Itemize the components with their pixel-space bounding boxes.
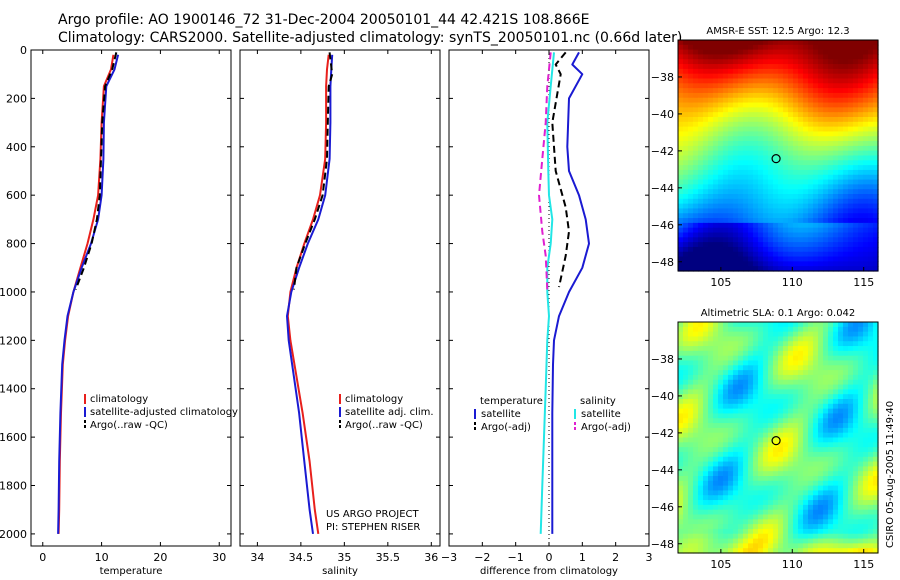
x-tick-label: 10 xyxy=(95,551,109,564)
plot-frame xyxy=(30,49,232,547)
temperature-profile-panel: 0 200 400 600 800 1000 1200 1400 1600 1800 2000 0 10… xyxy=(0,44,238,577)
legend-label: climatology xyxy=(345,394,403,405)
legend-label: Argo(..raw -QC) xyxy=(90,420,168,431)
difference-profile-panel: −3 −2 −1 0 1 2 3 difference from climatology tem… xyxy=(441,49,653,577)
map-frame xyxy=(677,39,879,272)
y-tick-label: 1600 xyxy=(0,431,27,444)
legend-label: Argo(-adj) xyxy=(581,422,631,433)
x-tick-label: 110 xyxy=(782,276,803,289)
salinity-profile-panel: 34 34.5 35 35.5 36 salinity climatology satelli… xyxy=(239,49,441,577)
series-line xyxy=(551,51,590,534)
y-tick-label: −46 xyxy=(651,501,674,514)
project-credit: PI: STEPHEN RISER xyxy=(326,522,420,533)
legend-label: satellite-adjusted climatology xyxy=(90,407,238,418)
map-frame xyxy=(677,321,879,554)
legend-header-temperature: temperature xyxy=(480,396,543,407)
y-tick-label: −48 xyxy=(651,538,674,551)
y-tick-label: 1400 xyxy=(0,383,27,396)
y-tick-label: 2000 xyxy=(0,528,27,541)
legend-label: satellite adj. clim. xyxy=(345,407,434,418)
x-tick-label: 2 xyxy=(612,551,619,564)
figure-title-line-1: Argo profile: AO 1900146_72 31-Dec-2004 … xyxy=(58,12,590,28)
y-tick-label: 400 xyxy=(6,141,27,154)
x-tick-label: 36 xyxy=(424,551,438,564)
y-tick-label: −42 xyxy=(651,427,674,440)
x-axis-label: temperature xyxy=(100,566,163,577)
figure-title-line-2: Climatology: CARS2000. Satellite-adjuste… xyxy=(58,30,683,46)
series-line xyxy=(292,52,334,290)
project-credit: US ARGO PROJECT xyxy=(326,509,420,520)
x-tick-label: −3 xyxy=(441,551,457,564)
series-line xyxy=(57,54,120,534)
y-tick-label: 1000 xyxy=(0,286,27,299)
series-line xyxy=(538,52,552,290)
y-tick-label: −38 xyxy=(651,71,674,84)
x-axis-label: salinity xyxy=(322,566,358,577)
y-tick-label: −46 xyxy=(651,219,674,232)
y-tick-label: 800 xyxy=(6,238,27,251)
x-tick-label: 0 xyxy=(546,551,553,564)
x-tick-label: 110 xyxy=(782,558,803,571)
y-tick-label: 600 xyxy=(6,189,27,202)
y-tick-label: −44 xyxy=(651,182,674,195)
series-line xyxy=(286,54,334,535)
map-title: Altimetric SLA: 0.1 Argo: 0.042 xyxy=(701,308,856,319)
x-tick-label: 115 xyxy=(853,558,874,571)
legend-label: Argo(-adj) xyxy=(481,422,531,433)
x-tick-label: 35.5 xyxy=(376,551,401,564)
series-line xyxy=(539,52,555,534)
y-tick-label: 0 xyxy=(20,44,27,57)
y-tick-label: −48 xyxy=(651,256,674,269)
x-tick-label: 105 xyxy=(710,276,731,289)
y-tick-label: −40 xyxy=(651,390,674,403)
legend-label: Argo(..raw -QC) xyxy=(345,420,423,431)
map-title: AMSR-E SST: 12.5 Argo: 12.3 xyxy=(706,26,849,37)
heatmap-cells xyxy=(678,40,879,272)
sla-map-panel: Altimetric SLA: 0.1 Argo: 0.042 −38 −40 −42… xyxy=(651,308,879,571)
sst-map-panel: AMSR-E SST: 12.5 Argo: 12.3 −38 −40 −42 −44 −… xyxy=(651,26,879,289)
argo-float-marker xyxy=(771,154,781,164)
x-tick-label: 34.5 xyxy=(289,551,314,564)
legend-header-salinity: salinity xyxy=(580,396,616,407)
x-tick-label: 115 xyxy=(853,276,874,289)
plot-frame xyxy=(239,49,441,547)
x-tick-label: 35 xyxy=(337,551,351,564)
x-tick-label: −2 xyxy=(474,551,490,564)
series-line xyxy=(74,52,118,290)
x-tick-label: 1 xyxy=(579,551,586,564)
y-tick-label: 1200 xyxy=(0,334,27,347)
x-tick-label: 0 xyxy=(39,551,46,564)
x-tick-label: 34 xyxy=(250,551,264,564)
heatmap-cells xyxy=(678,322,879,554)
x-tick-label: 3 xyxy=(646,551,653,564)
legend-label: climatology xyxy=(90,394,148,405)
legend-label: satellite xyxy=(481,409,521,420)
x-tick-label: 105 xyxy=(710,558,731,571)
series-line xyxy=(551,51,570,288)
y-tick-label: 1800 xyxy=(0,480,27,493)
y-tick-label: 200 xyxy=(6,92,27,105)
y-tick-label: −40 xyxy=(651,108,674,121)
argo-float-marker xyxy=(771,436,781,446)
x-tick-label: 30 xyxy=(212,551,226,564)
y-tick-label: −42 xyxy=(651,145,674,158)
legend-label: satellite xyxy=(581,409,621,420)
timestamp-stamp: CSIRO 05-Aug-2005 11:49:40 xyxy=(885,401,896,548)
x-axis-label: difference from climatology xyxy=(480,566,618,577)
y-tick-label: −44 xyxy=(651,464,674,477)
y-tick-label: −38 xyxy=(651,353,674,366)
x-tick-label: 20 xyxy=(153,551,167,564)
x-tick-label: −1 xyxy=(508,551,524,564)
